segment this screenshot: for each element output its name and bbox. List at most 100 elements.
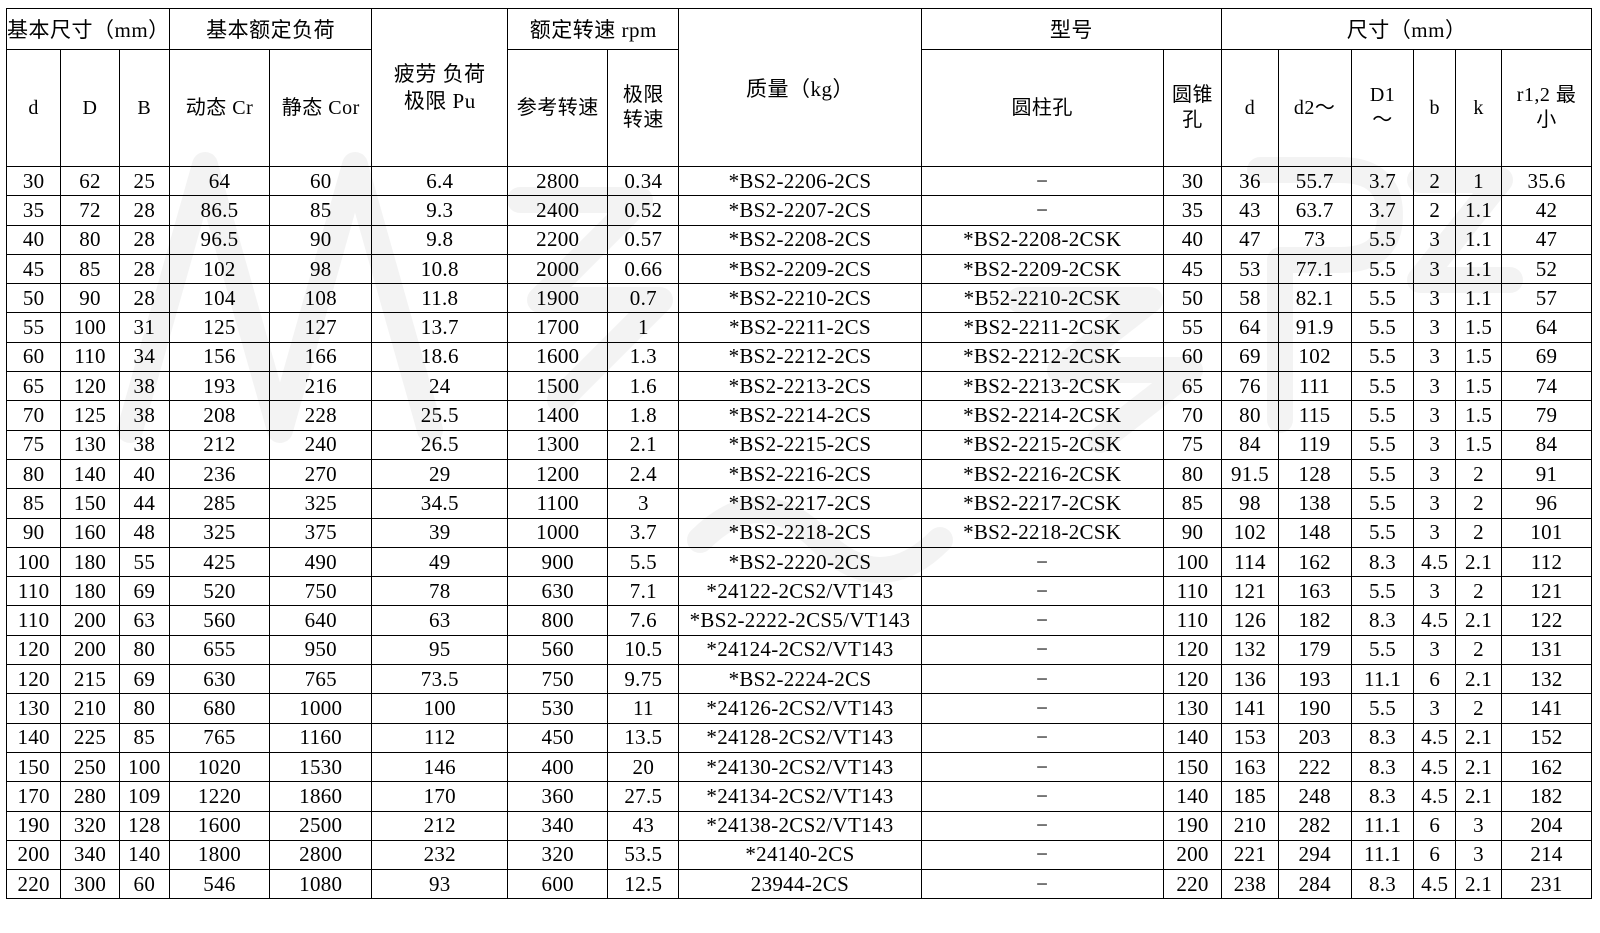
cell-reference-speed: 600 — [507, 869, 609, 900]
cell-r12-min: 64 — [1501, 312, 1592, 343]
cell-B: 109 — [118, 781, 170, 812]
cell-tapered-bore-d: 30 — [1162, 165, 1223, 197]
cell-dynamic-cr: 86.5 — [168, 195, 271, 226]
cell-d: 190 — [5, 810, 62, 841]
cell-d2: 163 — [1277, 576, 1352, 607]
cell-tapered-bore-d: 85 — [1162, 488, 1223, 519]
cell-d2: 102 — [1277, 341, 1352, 373]
cell-designation-cylindrical: *BS2-2220-2CS — [678, 546, 922, 578]
cell-d: 45 — [5, 253, 62, 285]
cell-fatigue-pu: 73.5 — [371, 664, 509, 695]
cell-dim-d: 58 — [1221, 283, 1279, 314]
cell-designation-cylindrical: *BS2-2215-2CS — [678, 429, 922, 460]
cell-D: 300 — [60, 869, 120, 900]
cell-limiting-speed: 2.4 — [607, 458, 680, 490]
cell-D1: 8.3 — [1350, 546, 1415, 578]
cell-d: 55 — [5, 312, 62, 343]
cell-reference-speed: 400 — [507, 751, 609, 783]
cell-b: 4.5 — [1413, 781, 1457, 812]
cell-tapered-bore-d: 65 — [1162, 371, 1223, 402]
table-row: 150 250 100 1020 1530 146 400 20 *24130-2CS2/VT1… — [5, 751, 1592, 783]
cell-designation-cylindrical: *BS2-2210-2CS — [678, 283, 922, 314]
cell-D1: 5.5 — [1350, 400, 1415, 431]
cell-tapered-bore-d: 120 — [1162, 664, 1223, 695]
cell-fatigue-pu: 39 — [371, 517, 509, 548]
cell-fatigue-pu: 11.8 — [371, 283, 509, 314]
cell-limiting-speed: 3 — [607, 488, 680, 519]
cell-D: 200 — [60, 605, 120, 636]
cell-designation-cylindrical: *BS2-2211-2CS — [678, 312, 922, 343]
cell-static-cor: 375 — [269, 517, 373, 548]
cell-dynamic-cr: 655 — [168, 634, 271, 666]
cell-B: 38 — [118, 371, 170, 402]
cell-static-cor: 950 — [269, 634, 373, 666]
cell-reference-speed: 320 — [507, 839, 609, 871]
cell-static-cor: 85 — [269, 195, 373, 226]
cell-D1: 3.7 — [1350, 165, 1415, 197]
cell-b: 3 — [1413, 693, 1457, 724]
cell-dim-d: 121 — [1221, 576, 1279, 607]
cell-reference-speed: 630 — [507, 576, 609, 607]
cell-designation-tapered: − — [920, 810, 1164, 841]
cell-tapered-bore-d: 40 — [1162, 224, 1223, 255]
cell-d2: 55.7 — [1277, 165, 1352, 197]
cell-b: 4.5 — [1413, 605, 1457, 636]
cell-static-cor: 228 — [269, 400, 373, 431]
cell-D1: 5.5 — [1350, 341, 1415, 373]
cell-reference-speed: 450 — [507, 722, 609, 753]
cell-limiting-speed: 1.6 — [607, 371, 680, 402]
cell-tapered-bore-d: 35 — [1162, 195, 1223, 226]
cell-dynamic-cr: 193 — [168, 371, 271, 402]
cell-fatigue-pu: 9.3 — [371, 195, 509, 226]
header-col-static-cor: 静态 Cor — [269, 49, 373, 167]
header-group-basic-dimensions: 基本尺寸（mm） — [6, 8, 170, 50]
cell-designation-cylindrical: *BS2-2216-2CS — [678, 458, 922, 490]
cell-limiting-speed: 1 — [607, 312, 680, 343]
header-col-k: k — [1455, 49, 1503, 167]
cell-dynamic-cr: 102 — [168, 253, 271, 285]
cell-B: 69 — [118, 664, 170, 695]
cell-designation-tapered: *BS2-2213-2CSK — [920, 371, 1164, 402]
cell-tapered-bore-d: 130 — [1162, 693, 1223, 724]
cell-k: 2 — [1455, 634, 1503, 666]
cell-b: 3 — [1413, 283, 1457, 314]
table-row: 200 340 140 1800 2800 232 320 53.5 *24140-2CS −20… — [5, 839, 1592, 871]
header-col-mass: 质量（kg） — [678, 8, 922, 167]
cell-static-cor: 127 — [269, 312, 373, 343]
cell-r12-min: 162 — [1501, 751, 1592, 783]
cell-limiting-speed: 7.1 — [607, 576, 680, 607]
cell-b: 2 — [1413, 165, 1457, 197]
cell-fatigue-pu: 26.5 — [371, 429, 509, 460]
table-row: 55 100 31 125 127 13.7 1700 1 *BS2-2211-2CS *BS2-… — [5, 312, 1592, 343]
cell-r12-min: 231 — [1501, 869, 1592, 900]
cell-B: 28 — [118, 195, 170, 226]
cell-d2: 284 — [1277, 869, 1352, 900]
cell-dynamic-cr: 285 — [168, 488, 271, 519]
cell-designation-cylindrical: *24138-2CS2/VT143 — [678, 810, 922, 841]
cell-d2: 148 — [1277, 517, 1352, 548]
cell-tapered-bore-d: 120 — [1162, 634, 1223, 666]
cell-D: 250 — [60, 751, 120, 783]
cell-designation-tapered: *BS2-2218-2CSK — [920, 517, 1164, 548]
cell-d: 110 — [5, 576, 62, 607]
cell-D: 280 — [60, 781, 120, 812]
cell-reference-speed: 1700 — [507, 312, 609, 343]
cell-dynamic-cr: 104 — [168, 283, 271, 314]
cell-fatigue-pu: 112 — [371, 722, 509, 753]
cell-B: 38 — [118, 429, 170, 460]
table-row: 60 110 34 156 166 18.6 1600 1.3 *BS2-2212-2CS *BS… — [5, 341, 1592, 373]
cell-d: 100 — [5, 546, 62, 578]
cell-tapered-bore-d: 90 — [1162, 517, 1223, 548]
cell-fatigue-pu: 63 — [371, 605, 509, 636]
cell-r12-min: 204 — [1501, 810, 1592, 841]
cell-b: 2 — [1413, 195, 1457, 226]
cell-designation-tapered: − — [920, 869, 1164, 900]
cell-k: 3 — [1455, 839, 1503, 871]
cell-tapered-bore-d: 80 — [1162, 458, 1223, 490]
cell-D: 140 — [60, 458, 120, 490]
cell-designation-cylindrical: *24126-2CS2/VT143 — [678, 693, 922, 724]
header-col-limiting-speed: 极限 转速 — [607, 49, 680, 167]
cell-designation-cylindrical: 23944-2CS — [678, 869, 922, 900]
cell-fatigue-pu: 9.8 — [371, 224, 509, 255]
cell-b: 3 — [1413, 429, 1457, 460]
